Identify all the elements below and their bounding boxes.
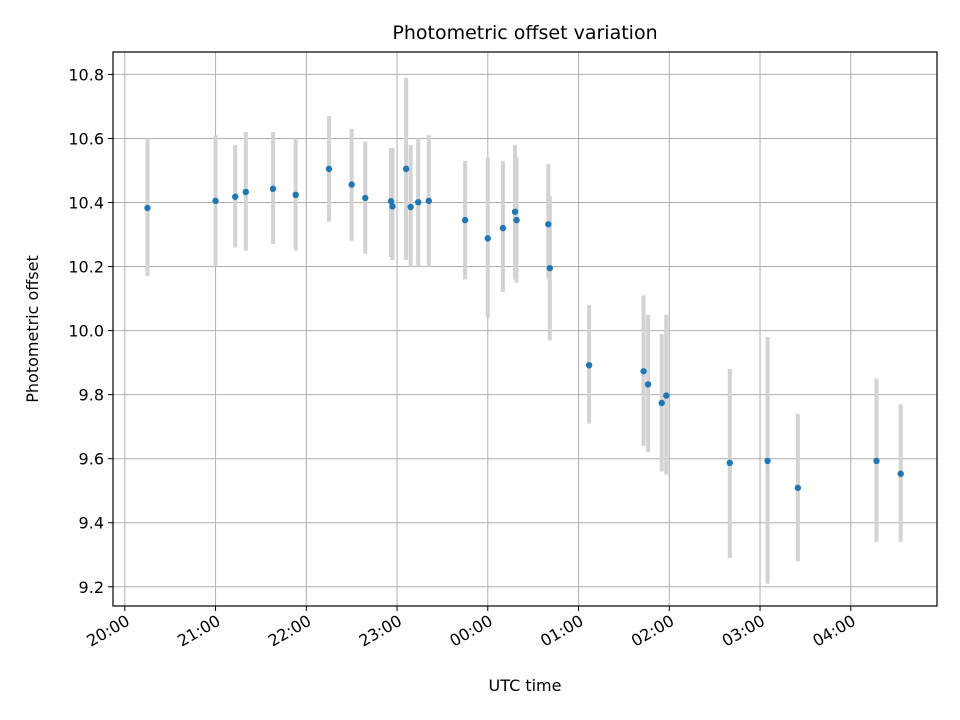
data-point — [640, 368, 647, 375]
x-tick-label: 21:00 — [174, 611, 223, 651]
y-tick-label: 10.4 — [68, 194, 104, 213]
data-point — [873, 457, 880, 465]
data-point — [513, 216, 520, 224]
data-point — [212, 197, 219, 205]
data-point — [325, 165, 333, 173]
data-point — [658, 399, 665, 407]
data-point — [387, 198, 395, 205]
data-point — [545, 221, 552, 228]
data-point — [663, 392, 670, 399]
data-point — [644, 381, 652, 388]
x-tick-label: 03:00 — [719, 611, 768, 651]
data-point — [794, 484, 802, 492]
x-tick-label: 02:00 — [628, 611, 677, 651]
data-point — [499, 224, 507, 232]
y-tick-label: 10.6 — [68, 129, 104, 148]
data-point — [897, 470, 904, 477]
y-tick-label: 10.0 — [68, 322, 104, 341]
data-point — [402, 165, 410, 173]
grid-lines — [113, 52, 937, 606]
x-tick-label: 23:00 — [356, 611, 405, 651]
data-point — [461, 216, 469, 224]
data-point — [407, 203, 414, 211]
x-tick-label: 04:00 — [809, 611, 858, 651]
x-tick-label: 22:00 — [265, 611, 314, 651]
data-point — [292, 191, 299, 199]
x-axis-ticks: 20:00 21:00 22:00 23:00 00:00 01:00 02:00 03:00… — [83, 606, 859, 651]
plot-frame — [112, 51, 938, 607]
data-point — [348, 181, 355, 188]
data-points — [144, 165, 904, 492]
data-point — [425, 197, 433, 205]
y-tick-label: 10.2 — [68, 258, 104, 277]
data-point — [546, 264, 554, 272]
x-tick-label: 20:00 — [83, 611, 132, 651]
data-point — [269, 185, 277, 192]
data-point — [242, 188, 249, 196]
data-point — [389, 203, 396, 210]
y-axis-label: Photometric offset — [23, 255, 42, 403]
y-tick-label: 10.8 — [68, 65, 104, 84]
y-tick-label: 9.6 — [79, 450, 104, 469]
data-point — [362, 194, 369, 202]
y-axis-ticks: 9.2 9.4 9.6 9.8 10.0 10.2 10.4 10.6 10.8 — [68, 65, 113, 597]
y-tick-label: 9.8 — [79, 386, 104, 405]
data-point — [764, 457, 771, 465]
data-point — [585, 361, 593, 369]
data-point — [726, 459, 733, 467]
x-tick-label: 01:00 — [537, 611, 586, 651]
data-point — [511, 208, 519, 215]
x-tick-label: 00:00 — [446, 611, 495, 651]
data-point — [484, 235, 491, 242]
x-axis-label: UTC time — [489, 676, 562, 695]
y-tick-label: 9.4 — [79, 514, 104, 533]
data-point — [415, 198, 422, 206]
data-point — [144, 204, 151, 212]
chart-title: Photometric offset variation — [392, 22, 657, 44]
y-tick-label: 9.2 — [79, 578, 104, 597]
data-point — [232, 193, 239, 200]
